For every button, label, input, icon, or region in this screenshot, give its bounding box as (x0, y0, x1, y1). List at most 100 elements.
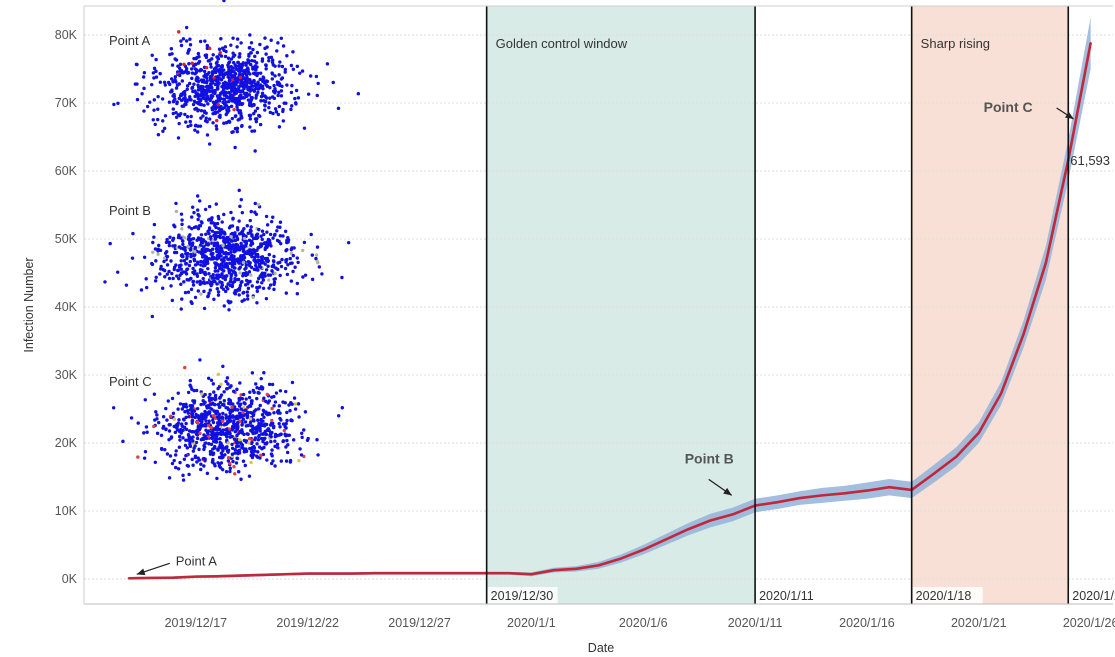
scatter-dot (284, 389, 288, 394)
scatter-dot (145, 104, 150, 109)
scatter-dot (195, 429, 199, 433)
scatter-dot (264, 63, 268, 68)
scatter-dot (252, 248, 256, 252)
scatter-dot (194, 388, 199, 393)
scatter-dot (285, 83, 289, 87)
scatter-dot (263, 246, 268, 250)
scatter-dot (156, 107, 160, 111)
scatter-dot (234, 64, 238, 69)
scatter-dot (190, 415, 195, 419)
scatter-dot (315, 438, 319, 442)
scatter-dot (269, 219, 274, 224)
scatter-dot (250, 448, 254, 453)
series-point (575, 567, 578, 570)
scatter-dot (226, 459, 231, 463)
y-tick-label: 0K (62, 572, 78, 586)
scatter-dot (284, 248, 288, 253)
scatter-dot (193, 62, 197, 67)
scatter-dot (225, 265, 230, 270)
scatter-dot (219, 285, 224, 289)
scatter-dot (289, 107, 293, 112)
scatter-dot (156, 117, 160, 122)
scatter-dot (215, 60, 219, 64)
scatter-dot (153, 279, 158, 283)
series-point (1022, 333, 1025, 336)
series-point (552, 569, 555, 572)
scatter-dot (253, 117, 258, 121)
scatter-dot (234, 242, 238, 247)
scatter-dot (199, 392, 204, 396)
scatter-dot (269, 38, 273, 42)
scatter-dot (215, 427, 219, 432)
scatter-dot (211, 273, 215, 277)
scatter-dot (209, 396, 213, 401)
scatter-dot (194, 225, 198, 229)
scatter-dot (309, 232, 313, 237)
scatter-dot (142, 431, 146, 435)
scatter-dot (144, 425, 149, 429)
scatter-dot (271, 89, 276, 93)
scatter-dot (211, 53, 215, 57)
scatter-dot (245, 290, 250, 294)
scatter-dot (182, 457, 187, 461)
scatter-dot (116, 270, 120, 274)
scatter-dot (236, 440, 241, 444)
scatter-dot (217, 431, 222, 436)
scatter-dot (230, 284, 235, 289)
scatter-dot (206, 266, 210, 271)
scatter-dot (241, 69, 246, 73)
scatter-dot (214, 247, 219, 251)
scatter-dot (152, 108, 156, 112)
scatter-dot (226, 56, 231, 60)
scatter-dot (181, 428, 185, 432)
scatter-dot (219, 382, 223, 387)
scatter-dot (233, 448, 237, 452)
scatter-dot (226, 448, 231, 453)
scatter-dot (269, 55, 274, 60)
scatter-dot (205, 471, 210, 476)
scatter-dot (198, 124, 203, 128)
scatter-dot (180, 104, 184, 108)
scatter-dot (198, 279, 202, 284)
scatter-dot (191, 449, 196, 453)
scatter-dot (242, 233, 246, 237)
scatter-dot (208, 392, 212, 397)
scatter-dot (151, 250, 155, 254)
scatter-dot (235, 427, 239, 431)
scatter-dot (260, 237, 264, 242)
scatter-dot (248, 125, 252, 129)
scatter-dot (215, 127, 219, 131)
scatter-dot (255, 289, 260, 293)
scatter-dot (331, 80, 335, 85)
scatter-dot (216, 293, 221, 297)
scatter-dot (253, 449, 257, 453)
scatter-dot (208, 288, 212, 292)
scatter-dot (211, 414, 216, 418)
scatter-dot (206, 102, 210, 106)
scatter-dot (204, 99, 208, 103)
scatter-dot (295, 281, 300, 286)
scatter-dot (160, 97, 165, 101)
scatter-dot (224, 413, 228, 417)
scatter-dot (179, 112, 183, 116)
scatter-dot (264, 52, 268, 56)
scatter-dot (144, 277, 148, 281)
scatter-dot (247, 93, 252, 97)
scatter-dot (253, 109, 258, 113)
scatter-dot (278, 425, 282, 429)
scatter-dot (213, 243, 218, 247)
scatter-dot (135, 82, 139, 86)
scatter-dot (278, 273, 282, 278)
scatter-dot (215, 86, 220, 90)
scatter-dot (288, 261, 293, 266)
scatter-dot (191, 102, 196, 107)
scatter-dot (253, 255, 257, 259)
scatter-dot (185, 87, 189, 91)
scatter-dot (179, 271, 184, 276)
scatter-dot (237, 232, 242, 236)
scatter-dot (256, 438, 261, 442)
scatter-dot (230, 452, 235, 456)
scatter-dot (229, 235, 233, 239)
scatter-dot (217, 115, 222, 119)
scatter-dot (241, 260, 246, 265)
